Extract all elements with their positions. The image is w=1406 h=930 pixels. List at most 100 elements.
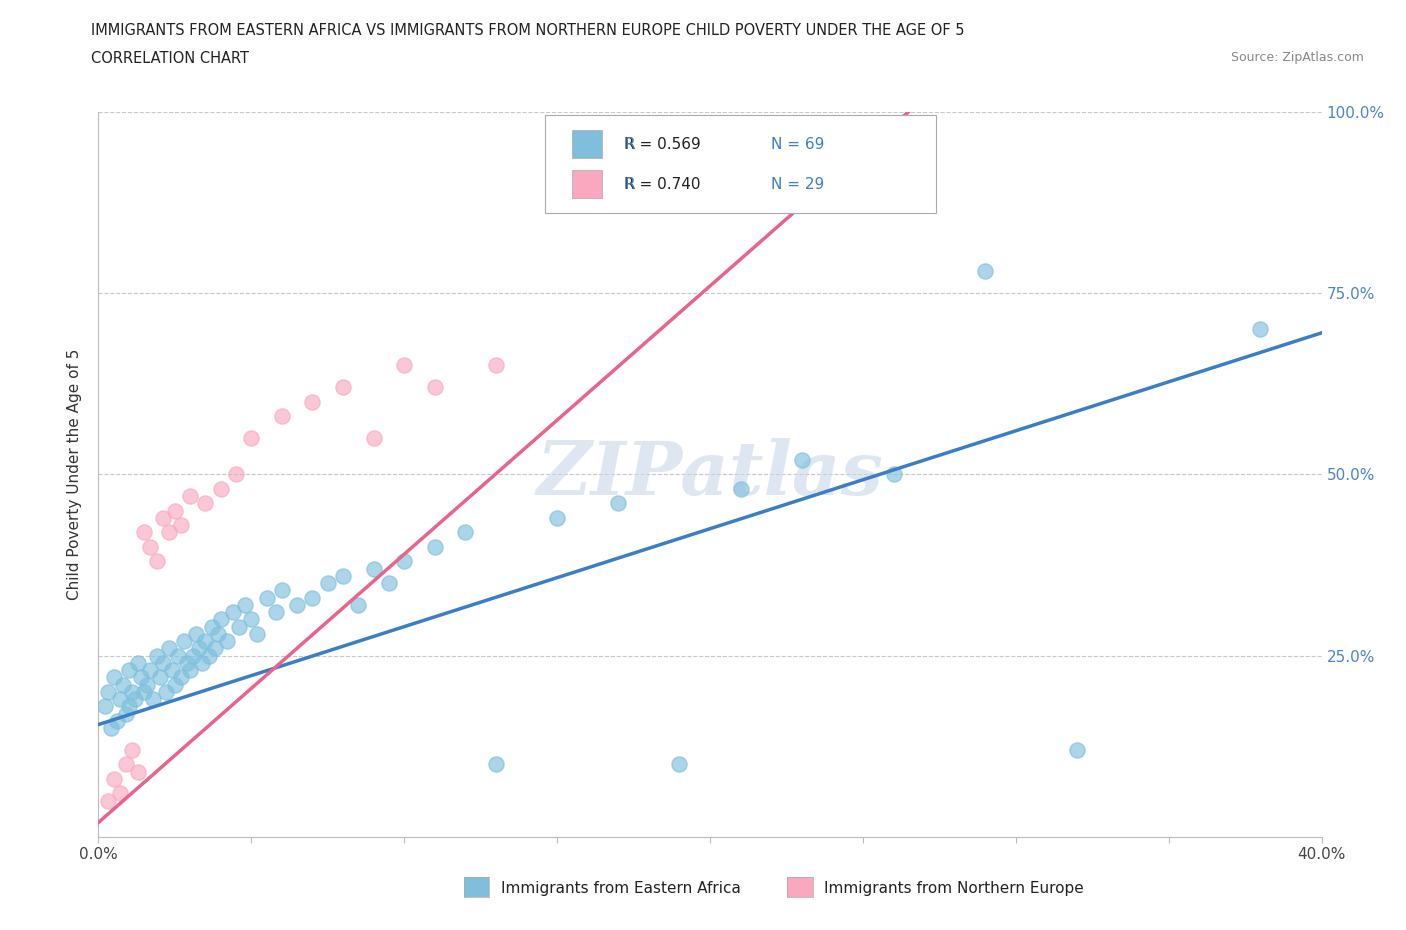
Point: [142, 692, 165, 707]
Point: [285, 597, 308, 612]
Point: [974, 264, 997, 279]
Point: [181, 648, 204, 663]
Point: [207, 627, 229, 642]
Point: [423, 539, 446, 554]
Point: [173, 633, 195, 648]
Point: [93, 699, 115, 714]
Point: [209, 612, 232, 627]
Point: [124, 692, 146, 707]
Point: [546, 140, 568, 155]
Point: [121, 684, 143, 699]
Point: [186, 627, 208, 642]
Point: [149, 670, 172, 684]
Point: [129, 670, 152, 684]
Point: [118, 699, 141, 714]
Point: [111, 677, 134, 692]
Point: [485, 757, 508, 772]
Point: [157, 641, 180, 656]
Point: [121, 742, 143, 757]
Point: [256, 591, 278, 605]
Point: [204, 641, 226, 656]
Point: [332, 568, 354, 583]
Point: [392, 554, 416, 569]
Point: [209, 482, 232, 497]
Point: [136, 677, 159, 692]
Point: [454, 525, 477, 539]
Text: R: R: [624, 177, 636, 192]
Point: [118, 663, 141, 678]
Point: [127, 656, 149, 671]
Point: [97, 684, 120, 699]
Point: [883, 467, 905, 482]
Point: [191, 656, 214, 671]
Point: [152, 656, 174, 671]
Point: [347, 597, 370, 612]
Point: [134, 684, 156, 699]
Text: IMMIGRANTS FROM EASTERN AFRICA VS IMMIGRANTS FROM NORTHERN EUROPE CHILD POVERTY : IMMIGRANTS FROM EASTERN AFRICA VS IMMIGR…: [91, 23, 965, 38]
Point: [134, 525, 156, 539]
FancyBboxPatch shape: [572, 130, 602, 157]
Text: R = 0.740: R = 0.740: [624, 177, 702, 192]
Point: [363, 431, 385, 445]
Point: [170, 670, 193, 684]
Point: [188, 641, 211, 656]
Point: [108, 786, 131, 801]
Point: [139, 539, 162, 554]
Point: [270, 583, 292, 598]
Point: [145, 648, 167, 663]
Point: [179, 663, 201, 678]
FancyBboxPatch shape: [572, 170, 602, 197]
Text: N = 69: N = 69: [772, 137, 824, 152]
Point: [176, 656, 198, 671]
Point: [240, 431, 263, 445]
Point: [157, 525, 180, 539]
Point: [105, 713, 128, 728]
Point: [108, 692, 131, 707]
Point: [546, 511, 568, 525]
Point: [699, 140, 721, 155]
Text: Source: ZipAtlas.com: Source: ZipAtlas.com: [1230, 51, 1364, 64]
Point: [139, 663, 162, 678]
Point: [228, 619, 250, 634]
Point: [100, 721, 122, 736]
Point: [392, 358, 416, 373]
Point: [160, 663, 183, 678]
Point: [423, 379, 446, 394]
Point: [485, 358, 508, 373]
Point: [215, 633, 238, 648]
Text: CORRELATION CHART: CORRELATION CHART: [91, 51, 249, 66]
Point: [233, 597, 256, 612]
Point: [225, 467, 247, 482]
Point: [222, 604, 245, 619]
Point: [197, 648, 219, 663]
Point: [301, 394, 323, 409]
Point: [316, 576, 339, 591]
Point: [607, 177, 630, 192]
Point: [270, 409, 292, 424]
Point: [103, 670, 125, 684]
Point: [607, 496, 630, 511]
Point: [363, 561, 385, 576]
Point: [127, 764, 149, 779]
Text: Immigrants from Northern Europe: Immigrants from Northern Europe: [824, 881, 1084, 896]
Point: [332, 379, 354, 394]
Point: [1066, 742, 1088, 757]
Point: [179, 488, 201, 503]
Point: [730, 482, 752, 497]
Point: [194, 633, 217, 648]
Text: Immigrants from Eastern Africa: Immigrants from Eastern Africa: [501, 881, 741, 896]
Text: R = 0.569: R = 0.569: [624, 137, 702, 152]
Point: [145, 554, 167, 569]
Point: [163, 677, 186, 692]
Y-axis label: Child Poverty Under the Age of 5: Child Poverty Under the Age of 5: [66, 349, 82, 600]
Point: [240, 612, 263, 627]
Point: [152, 511, 174, 525]
Text: N = 29: N = 29: [772, 177, 824, 192]
Point: [167, 648, 190, 663]
Point: [790, 452, 813, 467]
FancyBboxPatch shape: [546, 115, 936, 213]
Point: [378, 576, 401, 591]
Point: [155, 684, 177, 699]
Point: [97, 793, 120, 808]
Point: [1249, 322, 1271, 337]
